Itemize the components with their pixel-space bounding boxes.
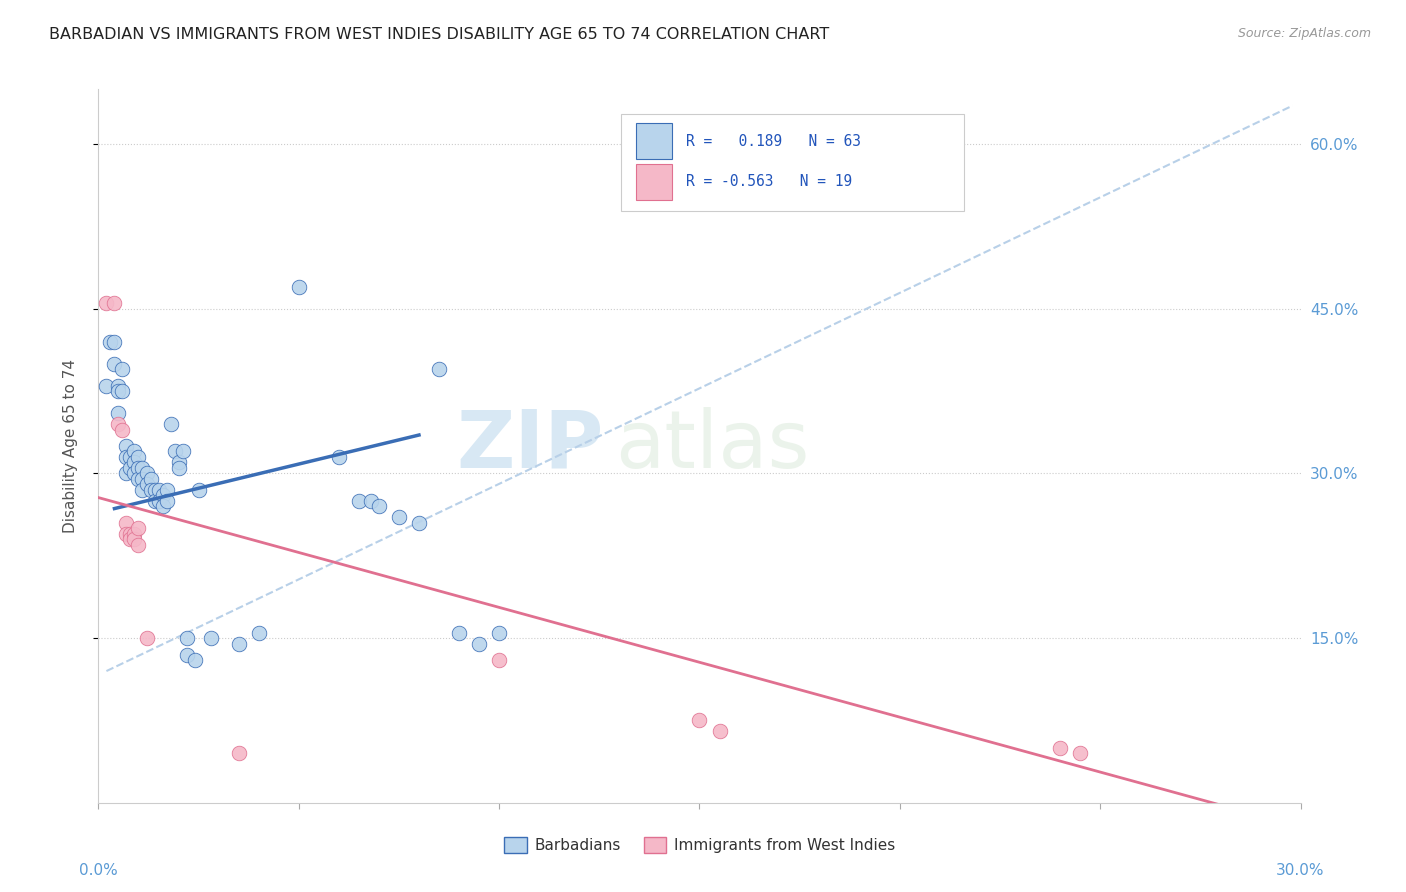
Bar	[636, 123, 672, 159]
Point	[124, 467, 146, 481]
Point	[183, 653, 205, 667]
Text: R =   0.189   N = 63: R = 0.189 N = 63	[686, 134, 862, 149]
Point	[689, 714, 711, 728]
Point	[167, 461, 190, 475]
Text: ZIP: ZIP	[456, 407, 603, 485]
Point	[468, 637, 491, 651]
Point	[328, 450, 350, 464]
Point	[143, 494, 166, 508]
Point	[135, 477, 157, 491]
Point	[120, 461, 142, 475]
Point	[368, 500, 391, 514]
Point	[447, 625, 470, 640]
Point	[120, 533, 142, 547]
Point	[167, 455, 190, 469]
Y-axis label: Disability Age 65 to 74: Disability Age 65 to 74	[63, 359, 77, 533]
Point	[128, 538, 150, 552]
Point	[115, 450, 138, 464]
Point	[131, 483, 153, 497]
Point	[120, 526, 142, 541]
Point	[135, 467, 157, 481]
Point	[100, 334, 122, 349]
Point	[228, 747, 250, 761]
Point	[96, 296, 118, 310]
Point	[107, 378, 129, 392]
Legend: Barbadians, Immigrants from West Indies: Barbadians, Immigrants from West Indies	[498, 831, 901, 859]
Point	[408, 516, 430, 530]
Text: 30.0%: 30.0%	[1277, 863, 1324, 879]
Point	[388, 510, 411, 524]
Point	[107, 406, 129, 420]
Point	[115, 516, 138, 530]
Point	[228, 637, 250, 651]
FancyBboxPatch shape	[621, 114, 965, 211]
Point	[115, 526, 138, 541]
Point	[143, 483, 166, 497]
Point	[1069, 747, 1091, 761]
Point	[155, 494, 177, 508]
Point	[128, 472, 150, 486]
Bar	[636, 164, 672, 200]
Point	[488, 653, 510, 667]
Point	[139, 483, 162, 497]
Point	[152, 500, 174, 514]
Point	[111, 384, 134, 398]
Point	[124, 526, 146, 541]
Point	[200, 631, 222, 645]
Point	[103, 334, 125, 349]
Point	[107, 384, 129, 398]
Point	[187, 483, 209, 497]
Text: Source: ZipAtlas.com: Source: ZipAtlas.com	[1237, 27, 1371, 40]
Point	[148, 494, 170, 508]
Point	[103, 296, 125, 310]
Point	[107, 417, 129, 431]
Point	[176, 631, 198, 645]
Point	[111, 362, 134, 376]
Text: atlas: atlas	[616, 407, 810, 485]
Text: BARBADIAN VS IMMIGRANTS FROM WEST INDIES DISABILITY AGE 65 TO 74 CORRELATION CHA: BARBADIAN VS IMMIGRANTS FROM WEST INDIES…	[49, 27, 830, 42]
Point	[709, 724, 731, 739]
Point	[148, 483, 170, 497]
Text: 0.0%: 0.0%	[79, 863, 118, 879]
Point	[120, 450, 142, 464]
Point	[139, 472, 162, 486]
Point	[96, 378, 118, 392]
Point	[1049, 740, 1071, 755]
Text: R = -0.563   N = 19: R = -0.563 N = 19	[686, 175, 852, 189]
Point	[427, 362, 450, 376]
Point	[347, 494, 370, 508]
Point	[131, 472, 153, 486]
Point	[163, 444, 186, 458]
Point	[155, 483, 177, 497]
Point	[115, 467, 138, 481]
Point	[128, 461, 150, 475]
Point	[288, 280, 311, 294]
Point	[124, 455, 146, 469]
Point	[135, 631, 157, 645]
Point	[115, 439, 138, 453]
Point	[159, 417, 181, 431]
Point	[111, 423, 134, 437]
Point	[124, 533, 146, 547]
Point	[488, 625, 510, 640]
Point	[103, 357, 125, 371]
Point	[152, 488, 174, 502]
Point	[128, 521, 150, 535]
Point	[128, 450, 150, 464]
Point	[172, 444, 194, 458]
Point	[360, 494, 382, 508]
Point	[131, 461, 153, 475]
Point	[247, 625, 270, 640]
Point	[124, 444, 146, 458]
Point	[176, 648, 198, 662]
